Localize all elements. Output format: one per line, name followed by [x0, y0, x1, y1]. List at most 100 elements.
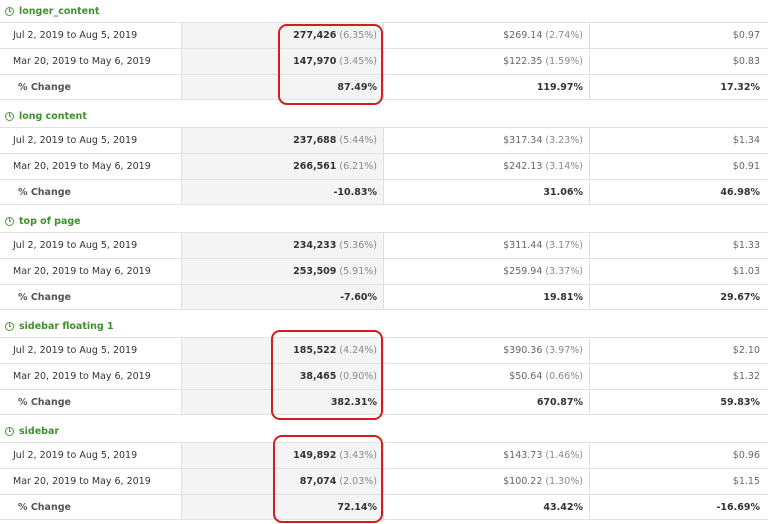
comparison-table: Jul 2, 2019 to Aug 5, 2019 149,892 (3.43%… [0, 442, 768, 520]
rate-cell: $1.03 [589, 259, 768, 284]
value: 253,509 [293, 266, 337, 277]
value-cell: 277,426 (6.35%) [181, 23, 383, 48]
revenue: $242.13 [503, 161, 543, 172]
section-header[interactable]: longer_content [0, 0, 768, 22]
date-range-label: Jul 2, 2019 to Aug 5, 2019 [13, 135, 138, 146]
percent-change-row: % Change -7.60% 19.81% 29.67% [0, 284, 768, 310]
revenue-percent: (2.74%) [545, 30, 583, 41]
date-range-label: Mar 20, 2019 to May 6, 2019 [13, 371, 151, 382]
value: 266,561 [293, 161, 337, 172]
revenue: $390.36 [503, 345, 543, 356]
value: 147,970 [293, 56, 337, 67]
revenue-percent: (3.37%) [545, 266, 583, 277]
value-percent: (5.44%) [339, 135, 377, 146]
value-percent: (3.43%) [339, 450, 377, 461]
value: 277,426 [293, 30, 337, 41]
revenue-cell: $242.13 (3.14%) [383, 154, 589, 179]
section-title: top of page [19, 215, 81, 227]
value: 149,892 [293, 450, 337, 461]
revenue-percent: (3.17%) [545, 240, 583, 251]
clock-icon [5, 216, 14, 226]
revenue-change: 19.81% [383, 285, 589, 309]
table-row: Mar 20, 2019 to May 6, 2019 266,561 (6.21… [0, 153, 768, 179]
revenue-change: 670.87% [383, 390, 589, 414]
date-range-label: Mar 20, 2019 to May 6, 2019 [13, 56, 151, 67]
value-cell: 38,465 (0.90%) [181, 364, 383, 389]
value: 87,074 [299, 476, 337, 487]
section-header[interactable]: sidebar floating 1 [0, 315, 768, 337]
rate-change: -16.69% [589, 495, 768, 519]
revenue-percent: (1.46%) [545, 450, 583, 461]
revenue-percent: (3.23%) [545, 135, 583, 146]
comparison-table: Jul 2, 2019 to Aug 5, 2019 277,426 (6.35%… [0, 22, 768, 100]
clock-icon [5, 321, 14, 331]
date-range-label: Jul 2, 2019 to Aug 5, 2019 [13, 30, 138, 41]
revenue-cell: $50.64 (0.66%) [383, 364, 589, 389]
value: 185,522 [293, 345, 337, 356]
rate-cell: $0.83 [589, 49, 768, 74]
value-cell: 87,074 (2.03%) [181, 469, 383, 494]
revenue: $259.94 [503, 266, 543, 277]
percent-change-row: % Change 382.31% 670.87% 59.83% [0, 389, 768, 415]
section-header[interactable]: long content [0, 105, 768, 127]
section-long-content: long content Jul 2, 2019 to Aug 5, 2019 … [0, 105, 768, 210]
section-header[interactable]: top of page [0, 210, 768, 232]
percent-change-row: % Change 72.14% 43.42% -16.69% [0, 494, 768, 520]
value-cell: 266,561 (6.21%) [181, 154, 383, 179]
percent-change-row: % Change 87.49% 119.97% 17.32% [0, 74, 768, 100]
date-range-label: Mar 20, 2019 to May 6, 2019 [13, 161, 151, 172]
revenue-cell: $269.14 (2.74%) [383, 23, 589, 48]
table-row: Jul 2, 2019 to Aug 5, 2019 234,233 (5.36%… [0, 232, 768, 258]
rate-cell: $1.15 [589, 469, 768, 494]
revenue: $317.34 [503, 135, 543, 146]
clock-icon [5, 426, 14, 436]
value-change: 382.31% [181, 390, 383, 414]
table-row: Jul 2, 2019 to Aug 5, 2019 237,688 (5.44%… [0, 127, 768, 153]
value: 38,465 [299, 371, 337, 382]
revenue-cell: $122.35 (1.59%) [383, 49, 589, 74]
revenue-cell: $311.44 (3.17%) [383, 233, 589, 258]
value-change: -7.60% [181, 285, 383, 309]
percent-change-label: % Change [18, 291, 71, 303]
value-percent: (5.91%) [339, 266, 377, 277]
value-percent: (3.45%) [339, 56, 377, 67]
revenue-cell: $259.94 (3.37%) [383, 259, 589, 284]
rate-cell: $1.32 [589, 364, 768, 389]
section-title: sidebar [19, 425, 60, 437]
value-percent: (2.03%) [339, 476, 377, 487]
revenue: $143.73 [503, 450, 543, 461]
rate-cell: $0.96 [589, 443, 768, 468]
value-percent: (0.90%) [339, 371, 377, 382]
value-change: -10.83% [181, 180, 383, 204]
revenue: $50.64 [509, 371, 543, 382]
rate-cell: $1.34 [589, 128, 768, 153]
table-row: Mar 20, 2019 to May 6, 2019 38,465 (0.90%… [0, 363, 768, 389]
value-change: 87.49% [181, 75, 383, 99]
value-percent: (5.36%) [339, 240, 377, 251]
revenue-cell: $143.73 (1.46%) [383, 443, 589, 468]
revenue: $269.14 [503, 30, 543, 41]
clock-icon [5, 6, 14, 16]
table-row: Jul 2, 2019 to Aug 5, 2019 277,426 (6.35%… [0, 22, 768, 48]
section-header[interactable]: sidebar [0, 420, 768, 442]
revenue-percent: (3.14%) [545, 161, 583, 172]
rate-cell: $0.91 [589, 154, 768, 179]
table-row: Mar 20, 2019 to May 6, 2019 147,970 (3.45… [0, 48, 768, 74]
value-cell: 147,970 (3.45%) [181, 49, 383, 74]
value-cell: 234,233 (5.36%) [181, 233, 383, 258]
comparison-table: Jul 2, 2019 to Aug 5, 2019 237,688 (5.44%… [0, 127, 768, 205]
value-cell: 237,688 (5.44%) [181, 128, 383, 153]
section-top-of-page: top of page Jul 2, 2019 to Aug 5, 2019 2… [0, 210, 768, 315]
rate-cell: $0.97 [589, 23, 768, 48]
value-cell: 149,892 (3.43%) [181, 443, 383, 468]
revenue-change: 43.42% [383, 495, 589, 519]
value-percent: (6.21%) [339, 161, 377, 172]
table-row: Mar 20, 2019 to May 6, 2019 87,074 (2.03%… [0, 468, 768, 494]
rate-change: 59.83% [589, 390, 768, 414]
revenue: $100.22 [503, 476, 543, 487]
rate-change: 46.98% [589, 180, 768, 204]
clock-icon [5, 111, 14, 121]
value-cell: 185,522 (4.24%) [181, 338, 383, 363]
date-range-label: Jul 2, 2019 to Aug 5, 2019 [13, 450, 138, 461]
